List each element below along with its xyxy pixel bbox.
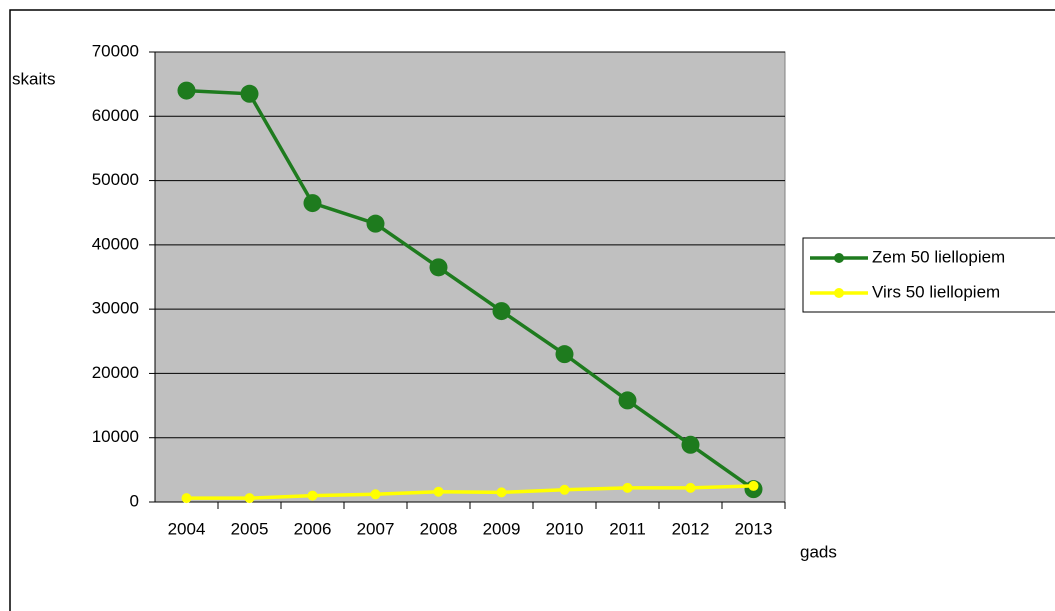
point <box>492 302 511 321</box>
legend-box <box>802 237 1055 313</box>
point <box>618 391 637 410</box>
x-tick-label: 2004 <box>168 519 206 538</box>
point <box>433 486 444 497</box>
x-tick-label: 2012 <box>672 519 710 538</box>
legend-marker <box>834 288 844 298</box>
point <box>370 489 381 500</box>
x-tick-label: 2006 <box>294 519 332 538</box>
x-tick-label: 2008 <box>420 519 458 538</box>
point <box>555 345 574 364</box>
x-tick-label: 2010 <box>546 519 584 538</box>
series-line <box>186 484 754 500</box>
legend-label: Virs 50 liellopiem <box>872 282 1000 301</box>
y-tick-label: 0 <box>130 491 139 510</box>
y-tick-label: 60000 <box>92 106 139 125</box>
point <box>303 194 322 213</box>
plot-area <box>154 51 786 503</box>
y-tick-label: 40000 <box>92 234 139 253</box>
legend-marker <box>834 253 844 263</box>
y-tick-label: 30000 <box>92 299 139 318</box>
y-tick-label: 20000 <box>92 363 139 382</box>
x-tick-label: 2007 <box>357 519 395 538</box>
x-tick-label: 2013 <box>735 519 773 538</box>
y-tick-label: 70000 <box>92 41 139 60</box>
point <box>559 484 570 495</box>
point <box>240 84 259 103</box>
point <box>307 490 318 501</box>
point <box>177 81 196 100</box>
y-tick-label: 50000 <box>92 170 139 189</box>
point <box>622 482 633 493</box>
x-tick-label: 2011 <box>609 519 646 538</box>
point <box>181 493 192 504</box>
point <box>429 258 448 277</box>
y-tick-label: 10000 <box>92 427 139 446</box>
series-line <box>186 88 755 491</box>
point <box>748 480 759 491</box>
point <box>366 214 385 233</box>
point <box>244 493 255 504</box>
x-tick-label: 2009 <box>483 519 521 538</box>
legend-label: Zem 50 liellopiem <box>872 247 1005 266</box>
point <box>681 435 700 454</box>
y-axis-label: skaits <box>12 69 55 88</box>
point <box>685 482 696 493</box>
x-axis-label: gads <box>800 542 837 561</box>
point <box>496 487 507 498</box>
x-tick-label: 2005 <box>231 519 269 538</box>
